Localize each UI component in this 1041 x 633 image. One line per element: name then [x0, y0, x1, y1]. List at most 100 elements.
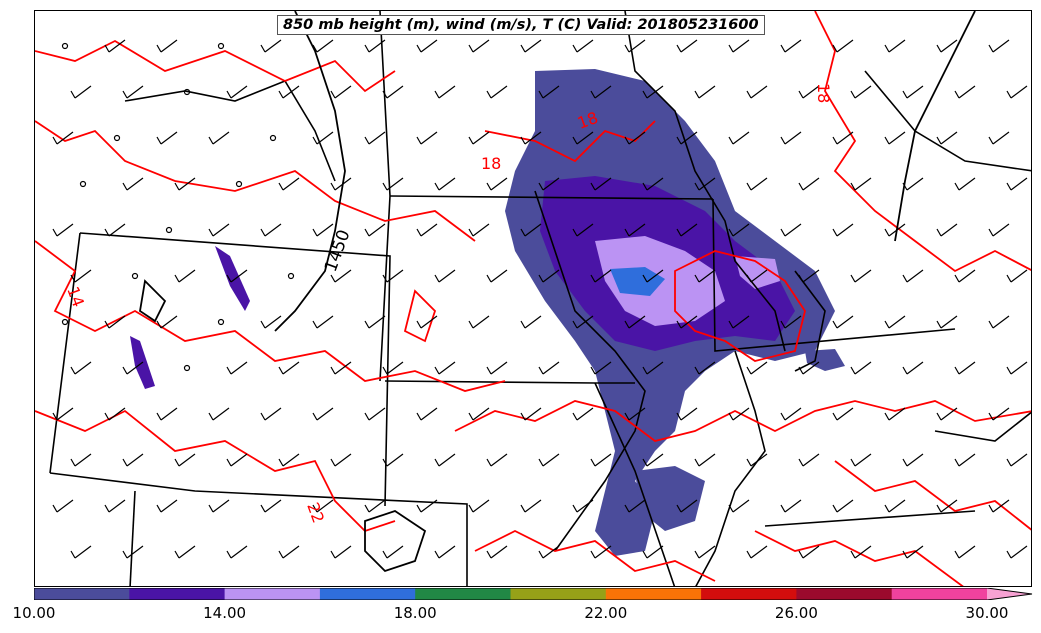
wind-barb	[104, 315, 126, 329]
border-line	[49, 472, 468, 586]
temperature-contour	[35, 39, 396, 93]
wind-barb	[936, 407, 958, 421]
wind-barb	[156, 39, 178, 53]
wind-barb	[104, 223, 126, 237]
colorbar-swatch	[510, 588, 607, 600]
wind-barb	[850, 453, 872, 467]
wind-barb	[902, 545, 924, 559]
wind-barb	[1006, 177, 1028, 191]
wind-barb	[884, 131, 906, 145]
wind-barb	[572, 131, 594, 145]
map-canvas: 1450 18 18 18 14 22	[35, 11, 1031, 586]
wind-barb	[364, 499, 386, 513]
border-line	[379, 11, 391, 382]
wind-barb	[434, 453, 456, 467]
wind-barb	[572, 407, 594, 421]
wind-barb	[538, 177, 560, 191]
wind-barb	[312, 315, 334, 329]
wind-barb	[798, 545, 820, 559]
wind-barb	[884, 315, 906, 329]
colorbar-tick-label: 26.00	[774, 604, 818, 622]
temperature-contour-label: 22	[303, 500, 328, 526]
shade-layer-5	[735, 256, 780, 289]
colorbar-swatch	[224, 588, 321, 600]
wind-barb	[416, 223, 438, 237]
temperature-contour	[35, 409, 396, 533]
wind-barb	[832, 131, 854, 145]
wind-barb	[208, 407, 230, 421]
wind-barb	[694, 361, 716, 375]
colorbar-outline	[34, 588, 1033, 600]
wind-barb	[590, 177, 612, 191]
wind-barb	[312, 499, 334, 513]
wind-barb	[988, 499, 1010, 513]
wind-barb	[850, 177, 872, 191]
wind-barb	[590, 85, 612, 99]
wind-barb	[590, 545, 612, 559]
calm-wind-marker	[183, 364, 191, 372]
wind-barb	[260, 223, 282, 237]
wind-barb	[780, 39, 802, 53]
wind-barb	[468, 39, 490, 53]
wind-barb	[70, 269, 92, 283]
temperature-contour-label: 18	[481, 154, 501, 173]
shade-layer-4	[610, 267, 665, 296]
wind-barb	[1006, 85, 1028, 99]
calm-wind-marker	[217, 318, 225, 326]
wind-barb	[278, 361, 300, 375]
wind-barb	[832, 407, 854, 421]
wind-barb	[936, 39, 958, 53]
wind-barb	[676, 223, 698, 237]
temperature-contour	[674, 250, 806, 362]
border-line	[124, 80, 336, 182]
colorbar-swatch	[891, 588, 988, 600]
colorbar-tick-label: 18.00	[393, 604, 437, 622]
wind-barb	[226, 453, 248, 467]
wind-barb	[520, 223, 542, 237]
border-line	[695, 350, 766, 586]
calm-wind-marker	[183, 88, 191, 96]
wind-barb	[884, 39, 906, 53]
colorbar-swatch	[129, 588, 226, 600]
wind-barb	[156, 131, 178, 145]
wind-barb	[780, 499, 802, 513]
wind-barb	[988, 39, 1010, 53]
wind-barb	[520, 131, 542, 145]
border-line	[864, 70, 1031, 172]
wind-barb	[902, 85, 924, 99]
wind-barb	[642, 453, 664, 467]
wind-barb	[676, 131, 698, 145]
wind-barb	[174, 453, 196, 467]
wind-barb	[330, 361, 352, 375]
wind-barb	[382, 361, 404, 375]
wind-barb	[486, 85, 508, 99]
wind-barb	[382, 545, 404, 559]
calm-wind-marker	[79, 180, 87, 188]
wind-barb	[486, 545, 508, 559]
wind-barb	[486, 361, 508, 375]
calm-wind-marker	[113, 134, 121, 142]
wind-barb	[104, 39, 126, 53]
colorbar-tick-label: 22.00	[584, 604, 628, 622]
shaded-field	[130, 69, 845, 556]
wind-barb	[642, 545, 664, 559]
calm-wind-marker	[287, 272, 295, 280]
wind-barb	[884, 499, 906, 513]
wind-barb	[382, 85, 404, 99]
temperature-contour	[814, 11, 1031, 273]
wind-barb	[798, 269, 820, 283]
wind-barb	[468, 499, 490, 513]
wind-barb	[902, 361, 924, 375]
colorbar-swatch	[34, 588, 130, 600]
wind-barb	[156, 407, 178, 421]
wind-barb	[520, 407, 542, 421]
colorbar-swatch	[319, 588, 416, 600]
shade-west-2	[215, 246, 250, 311]
border-line	[712, 198, 956, 352]
wind-barb	[1006, 545, 1028, 559]
wind-barb	[902, 269, 924, 283]
wind-barb	[746, 269, 768, 283]
calm-wind-marker	[217, 42, 225, 50]
wind-barb	[954, 453, 976, 467]
wind-barb	[624, 131, 646, 145]
